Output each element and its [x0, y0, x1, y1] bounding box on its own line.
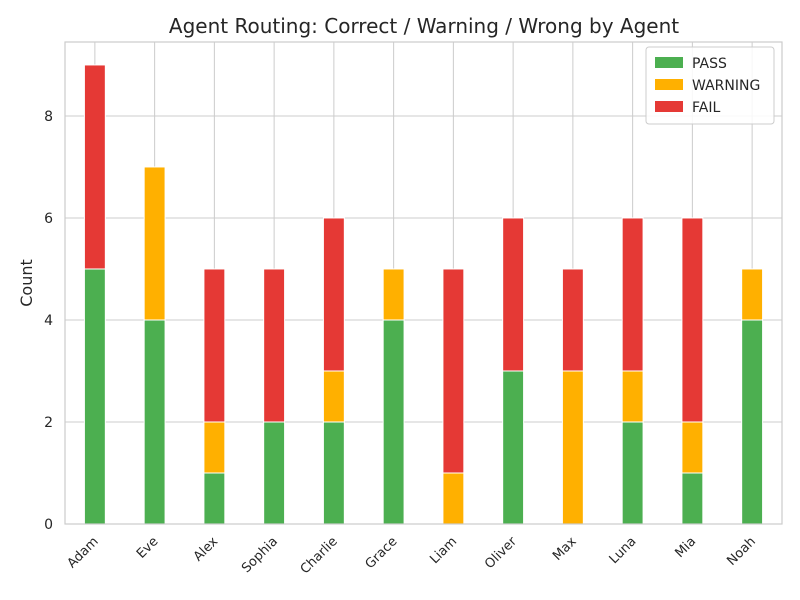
y-axis-ticks: 0 2 4 6 8: [44, 109, 53, 533]
bar-fail-liam: [442, 268, 465, 474]
bar-fail-charlie: [322, 217, 345, 372]
bar-pass-grace: [382, 319, 405, 525]
bar-pass-luna: [621, 421, 644, 525]
legend-swatch-pass: [655, 57, 683, 68]
y-axis-label: Count: [17, 259, 36, 307]
bar-pass-alex: [203, 472, 226, 525]
y-tick-label: 4: [44, 313, 53, 329]
bar-pass-adam: [83, 268, 106, 525]
bar-warning-eve: [143, 166, 166, 321]
bar-fail-mia: [681, 217, 704, 423]
bar-pass-charlie: [322, 421, 345, 525]
bar-warning-noah: [741, 268, 764, 321]
bar-warning-max: [561, 370, 584, 525]
y-tick-label: 2: [44, 415, 53, 431]
bar-warning-charlie: [322, 370, 345, 423]
bar-warning-luna: [621, 370, 644, 423]
bar-warning-grace: [382, 268, 405, 321]
bar-fail-adam: [83, 64, 106, 270]
bar-fail-sophia: [263, 268, 286, 423]
bar-warning-alex: [203, 421, 226, 474]
bar-fail-alex: [203, 268, 226, 423]
chart-title: Agent Routing: Correct / Warning / Wrong…: [169, 14, 679, 38]
y-tick-label: 6: [44, 211, 53, 227]
legend-swatch-warning: [655, 79, 683, 90]
y-tick-label: 0: [44, 517, 53, 533]
bar-pass-sophia: [263, 421, 286, 525]
legend-label-warning: WARNING: [692, 78, 760, 94]
bar-fail-max: [561, 268, 584, 372]
legend-swatch-fail: [655, 101, 683, 112]
legend-label-fail: FAIL: [692, 100, 720, 116]
legend: PASS WARNING FAIL: [645, 46, 775, 125]
bar-pass-eve: [143, 319, 166, 525]
legend-label-pass: PASS: [692, 56, 727, 72]
bar-warning-liam: [442, 472, 465, 525]
bar-pass-oliver: [502, 370, 525, 525]
bar-fail-luna: [621, 217, 644, 372]
bar-warning-mia: [681, 421, 704, 474]
bar-fail-oliver: [502, 217, 525, 372]
y-tick-label: 8: [44, 109, 53, 125]
bar-pass-noah: [741, 319, 764, 525]
bar-pass-mia: [681, 472, 704, 525]
plot-area-frame: [64, 41, 783, 525]
